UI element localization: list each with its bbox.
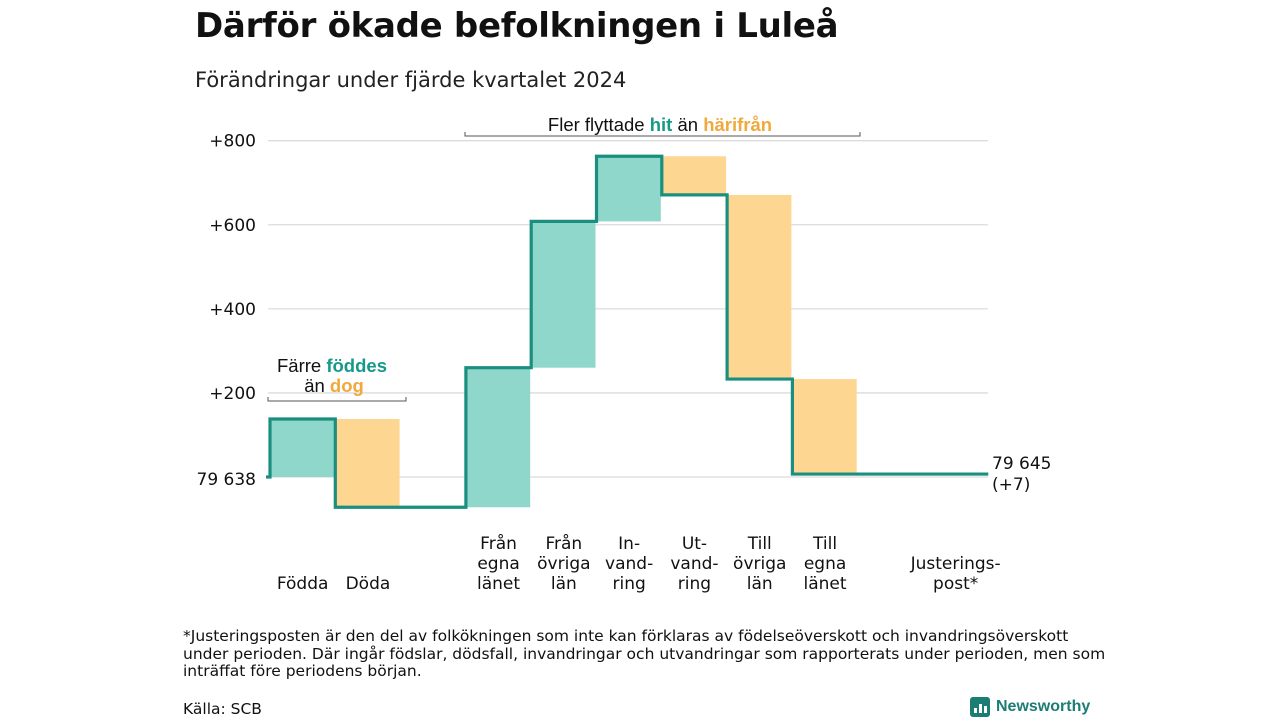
x-category-label: Från — [545, 533, 582, 554]
x-category-label: ring — [613, 574, 646, 594]
x-category-label: län — [747, 574, 773, 594]
bars — [271, 156, 857, 508]
annotation-text: Färre — [277, 355, 326, 376]
start-value-label: 79 638 — [197, 470, 256, 490]
end-value-label: 79 645 — [992, 454, 1051, 474]
step-line — [266, 154, 989, 509]
annotation-text: än — [672, 114, 703, 135]
x-category-label: In- — [618, 534, 640, 554]
newsworthy-logo-icon — [970, 697, 990, 717]
x-category-label: vand- — [670, 554, 718, 574]
brand-name: Newsworthy — [996, 698, 1091, 715]
annotation-highlight-deaths: dog — [330, 375, 364, 396]
births-bracket — [267, 397, 407, 402]
bar — [271, 418, 335, 477]
x-category-label: post* — [933, 574, 978, 594]
bar — [336, 418, 400, 508]
x-category-label: Ut- — [682, 534, 707, 554]
annotation-highlight-in: hit — [650, 114, 673, 135]
footnote: *Justeringsposten är den del av folkökni… — [183, 627, 1106, 680]
y-axis-labels: +200 +400 +600 +800 79 638 79 645(+7) — [197, 132, 1052, 495]
x-category-label: Justerings- — [910, 554, 1001, 574]
x-category-label: ring — [678, 574, 711, 594]
waterfall-chart: +200 +400 +600 +800 79 638 79 645(+7) Födda Dö… — [197, 114, 1052, 594]
x-category-label: Döda — [346, 574, 391, 594]
x-category-label: länet — [804, 574, 847, 594]
y-tick-label: +600 — [209, 216, 256, 236]
source-note: Källa: SCB — [183, 700, 262, 718]
x-category-label: Födda — [277, 574, 329, 594]
annotation-text: än — [304, 375, 330, 396]
x-axis-labels: Födda DödaFrånegnalänetFrånövrigalänIn-va… — [277, 533, 1001, 594]
x-category-label: Från — [480, 533, 517, 554]
chart-subtitle: Förändringar under fjärde kvartalet 2024 — [195, 68, 627, 92]
end-change-label: (+7) — [992, 475, 1030, 495]
x-category-label: Till — [812, 534, 837, 554]
bar — [793, 379, 857, 475]
y-tick-label: +400 — [209, 300, 256, 320]
brand-logo[interactable]: Newsworthy — [970, 697, 1090, 717]
y-tick-label: +200 — [209, 384, 256, 404]
bar — [662, 156, 727, 195]
bar — [466, 367, 531, 508]
x-category-label: län — [551, 574, 577, 594]
annotation-highlight-births: föddes — [326, 355, 387, 376]
x-category-label: egna — [804, 554, 846, 574]
y-tick-label: +800 — [209, 132, 256, 152]
x-category-label: egna — [477, 554, 519, 574]
x-category-label: vand- — [605, 554, 653, 574]
migration-annotation: Fler flyttade hit än härifrån — [548, 114, 772, 135]
births-annotation-line1: Färre föddes — [277, 355, 387, 376]
migration-bracket — [464, 132, 861, 137]
annotation-text: Fler flyttade — [548, 114, 650, 135]
annotation-highlight-out: härifrån — [703, 114, 772, 135]
cumulative-step-line — [266, 154, 989, 509]
chart-title: Därför ökade befolkningen i Luleå — [195, 6, 839, 46]
x-category-label: övriga — [537, 554, 590, 574]
x-category-label: länet — [477, 574, 520, 594]
bar — [728, 194, 792, 380]
x-category-label: Till — [747, 534, 772, 554]
bar — [532, 221, 596, 368]
x-category-label: övriga — [733, 554, 786, 574]
bar — [597, 156, 661, 222]
births-annotation-line2: än dog — [304, 375, 364, 396]
